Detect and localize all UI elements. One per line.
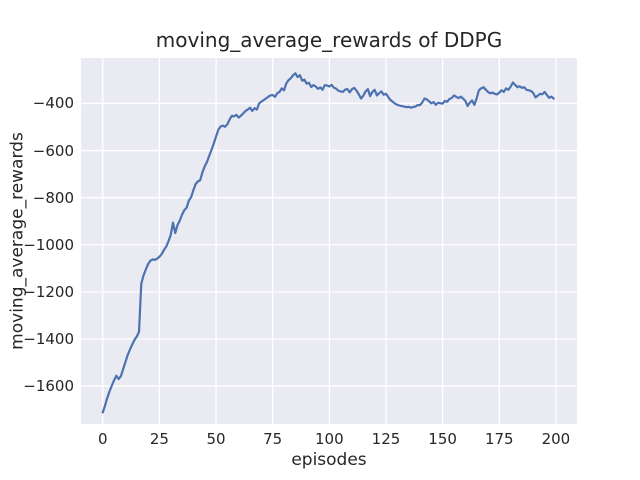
x-tick-label: 125 xyxy=(371,430,401,448)
x-tick-label: 100 xyxy=(315,430,344,448)
y-tick-label: −1000 xyxy=(23,235,74,254)
x-tick-label: 50 xyxy=(206,430,226,448)
y-tick-label: −800 xyxy=(32,188,74,207)
x-tick-label: 175 xyxy=(484,430,514,448)
x-tick-label: 150 xyxy=(428,430,457,448)
x-tick-label: 0 xyxy=(97,430,108,448)
y-tick-label: −600 xyxy=(32,141,74,160)
y-tick-label: −400 xyxy=(32,94,74,113)
y-tick-label: −1400 xyxy=(23,329,74,348)
chart-title: moving_average_rewards of DDPG xyxy=(155,28,503,52)
x-tick-label: 200 xyxy=(541,430,571,448)
y-axis-label-text: moving_average_rewards xyxy=(7,132,28,350)
plot-area xyxy=(81,58,577,424)
x-axis-label: episodes xyxy=(291,450,367,470)
y-tick-label: −1600 xyxy=(23,377,74,396)
x-tick-label: 75 xyxy=(263,430,283,448)
y-tick-label: −1200 xyxy=(23,282,74,301)
reward-line-path xyxy=(101,72,555,414)
plot-svg xyxy=(81,58,577,424)
x-tick-label: 25 xyxy=(149,430,169,448)
